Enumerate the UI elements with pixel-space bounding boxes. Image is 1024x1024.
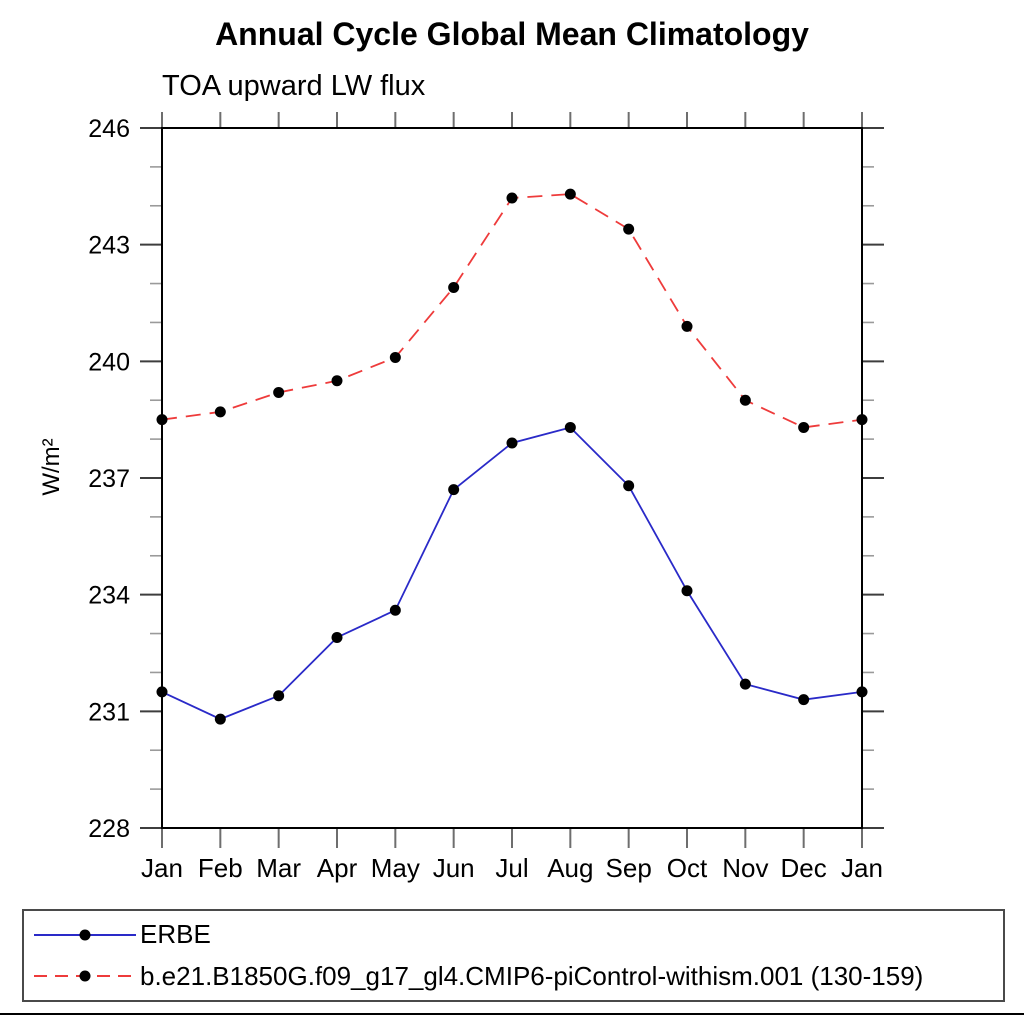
x-tick-label: Mar	[256, 853, 301, 883]
series-0-point-Nov	[739, 678, 751, 690]
series-0-point-Jan	[156, 686, 168, 698]
y-tick-label: 234	[88, 582, 130, 610]
y-tick-label: 240	[88, 348, 130, 376]
erbe-line-sample	[34, 929, 136, 941]
x-tick-label: May	[371, 853, 420, 883]
x-tick-label: Oct	[667, 853, 708, 883]
series-0-point-Feb	[214, 713, 226, 725]
legend-box: ERBE b.e21.B1850G.f09_g17_gl4.CMIP6-piCo…	[22, 909, 1005, 1002]
series-line-0	[161, 426, 863, 721]
series-line-1	[161, 193, 863, 429]
chart-title: Annual Cycle Global Mean Climatology	[215, 16, 809, 52]
x-tick-label: Jan	[841, 853, 883, 883]
legend-item-model: b.e21.B1850G.f09_g17_gl4.CMIP6-piControl…	[24, 961, 1003, 992]
series-0-point-Jul	[506, 437, 518, 449]
series-1-point-Nov	[739, 394, 751, 406]
series-0-point-Sep	[623, 480, 635, 492]
legend-item-erbe: ERBE	[24, 919, 1003, 950]
series-1-point-May	[389, 351, 401, 363]
series-1-point-Apr	[331, 375, 343, 387]
x-tick-label: Feb	[198, 853, 243, 883]
legend-label-model: b.e21.B1850G.f09_g17_gl4.CMIP6-piControl…	[140, 960, 924, 991]
y-tick-label: 231	[88, 698, 130, 726]
y-tick-label: 246	[88, 115, 130, 143]
series-0-point-Jun	[448, 484, 460, 496]
x-tick-label: Jul	[495, 853, 528, 883]
series-1-point-Feb	[214, 406, 226, 418]
series-1-point-Jan	[856, 414, 868, 426]
series-0-point-Apr	[331, 631, 343, 643]
bottom-divider	[0, 1013, 1024, 1015]
model-line-sample	[34, 970, 136, 982]
series-1-point-Mar	[273, 386, 285, 398]
series-1-point-Aug	[564, 188, 576, 200]
series-1-point-Jul	[506, 192, 518, 204]
series-1-point-Jan	[156, 414, 168, 426]
x-tick-label: Apr	[317, 853, 358, 883]
series-0-point-Oct	[681, 585, 693, 597]
x-tick-label: Jan	[141, 853, 183, 883]
series-0-point-Mar	[273, 690, 285, 702]
series-0-point-Aug	[564, 421, 576, 433]
series-1-point-Sep	[623, 223, 635, 235]
x-tick-label: Dec	[781, 853, 827, 883]
y-tick-label: 228	[88, 815, 130, 843]
plot-frame	[161, 127, 863, 829]
x-tick-label: Nov	[722, 853, 768, 883]
series-0-point-May	[389, 604, 401, 616]
series-1-point-Jun	[448, 281, 460, 293]
series-0-point-Dec	[798, 694, 810, 706]
chart-subtitle: TOA upward LW flux	[162, 70, 426, 102]
x-tick-label: Sep	[606, 853, 652, 883]
x-tick-label: Jun	[433, 853, 475, 883]
legend-label-erbe: ERBE	[140, 919, 211, 950]
series-1-point-Oct	[681, 320, 693, 332]
y-tick-label: 237	[88, 465, 130, 493]
series-1-point-Dec	[798, 421, 810, 433]
series-0-point-Jan	[856, 686, 868, 698]
y-tick-label: 243	[88, 232, 130, 260]
x-tick-label: Aug	[547, 853, 593, 883]
